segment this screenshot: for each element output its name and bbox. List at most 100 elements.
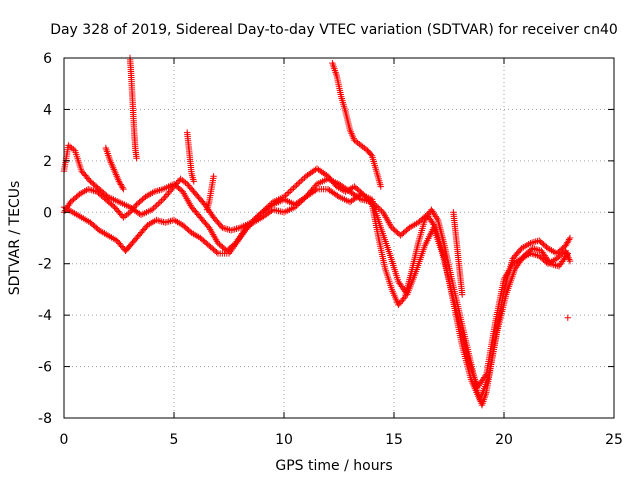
data-point: [427, 216, 434, 223]
data-point: [156, 199, 164, 206]
data-point: [560, 256, 567, 264]
data-point: [540, 250, 547, 258]
data-point: [538, 247, 545, 255]
data-point: [293, 181, 300, 189]
y-tick-label: 6: [43, 51, 52, 67]
data-point: [290, 184, 297, 192]
data-point: [296, 178, 303, 186]
data-point: [401, 288, 409, 295]
data-point: [556, 261, 564, 268]
data-point: [85, 176, 93, 184]
x-tick-label: 5: [170, 432, 179, 448]
data-point: [294, 180, 302, 187]
data-point: [291, 183, 299, 190]
data-point: [155, 200, 162, 208]
data-point: [133, 155, 140, 162]
y-tick-label: -2: [38, 257, 52, 273]
data-point: [312, 187, 319, 194]
data-point: [474, 383, 481, 391]
data-point: [404, 225, 412, 233]
x-axis-ticks: 0 5 10 15 20 25: [60, 58, 623, 448]
data-point: [396, 280, 403, 287]
data-point: [151, 203, 159, 210]
data-point: [250, 216, 258, 223]
data-point: [399, 297, 406, 304]
series-spike-6h: [184, 129, 197, 185]
data-point: [298, 177, 305, 184]
data-point: [252, 214, 259, 222]
y-axis-title: SDTVAR / TECUs: [7, 181, 23, 296]
x-axis-title: GPS time / hours: [275, 458, 392, 474]
data-point: [429, 219, 436, 227]
data-point: [203, 206, 211, 213]
data-point: [207, 209, 214, 216]
data-point: [201, 201, 208, 208]
data-point: [396, 300, 403, 307]
data-point: [334, 192, 341, 199]
data-point: [268, 202, 275, 209]
data-point: [514, 262, 521, 269]
data-point: [428, 218, 435, 225]
data-point: [423, 211, 431, 219]
data-point: [559, 258, 566, 265]
data-point: [132, 202, 139, 210]
x-tick-label: 0: [60, 432, 69, 448]
y-tick-label: -6: [38, 360, 52, 376]
data-point: [129, 206, 136, 213]
data-point: [174, 178, 182, 186]
data-point: [478, 377, 486, 384]
data-point: [109, 202, 117, 210]
chart-title: Day 328 of 2019, Sidereal Day-to-day VTE…: [50, 22, 618, 38]
data-point: [163, 191, 171, 198]
data-point: [150, 205, 157, 212]
y-tick-label: -8: [38, 411, 52, 427]
data-point: [126, 209, 134, 216]
data-point: [249, 217, 256, 225]
y-tick-label: -4: [38, 308, 52, 324]
data-marks: [60, 54, 574, 409]
data-point: [395, 301, 402, 309]
data-point: [119, 184, 126, 191]
y-tick-label: 4: [43, 102, 52, 118]
data-point: [299, 176, 307, 183]
data-point: [74, 192, 82, 199]
data-point: [288, 186, 296, 193]
data-point: [166, 188, 174, 195]
data-point: [213, 248, 220, 256]
grid-lines: [64, 58, 614, 418]
data-point: [481, 374, 488, 381]
x-tick-label: 25: [605, 432, 623, 448]
data-point: [399, 284, 406, 292]
data-point: [482, 372, 489, 380]
data-point: [395, 278, 402, 285]
data-point: [94, 225, 101, 233]
y-tick-label: 2: [43, 154, 52, 170]
data-point: [475, 382, 482, 389]
data-point: [254, 213, 261, 220]
series-spike-3h: [126, 54, 140, 162]
data-point: [555, 263, 563, 270]
data-point: [168, 186, 175, 193]
data-point: [128, 207, 135, 214]
data-point: [158, 197, 165, 205]
data-point: [162, 193, 169, 200]
data-point: [255, 212, 263, 219]
data-point: [285, 189, 292, 196]
data-point: [283, 190, 291, 198]
data-point: [426, 214, 433, 222]
data-point: [247, 219, 255, 226]
series-fragment-2h: [102, 144, 127, 193]
data-point: [140, 194, 148, 202]
data-point: [564, 314, 571, 321]
series-trace-2: [60, 175, 571, 404]
data-point: [400, 295, 407, 302]
data-point: [153, 202, 160, 209]
data-point: [165, 189, 172, 197]
data-point: [161, 194, 168, 202]
data-point: [398, 283, 405, 290]
data-point: [208, 211, 215, 218]
data-point: [377, 183, 384, 190]
data-point: [367, 151, 375, 158]
data-point: [190, 178, 197, 185]
